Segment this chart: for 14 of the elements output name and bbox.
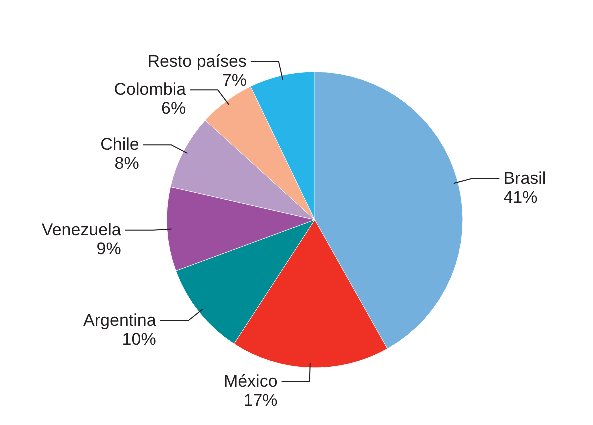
slice-label: Brasil <box>504 168 546 188</box>
data-label: 7% <box>222 71 247 90</box>
slice-label: Venezuela <box>42 220 122 240</box>
slice-label: Colombia <box>114 80 187 100</box>
slice-label: Resto países <box>148 52 247 72</box>
data-label: 6% <box>162 99 186 118</box>
slice-label: Chile <box>100 135 140 154</box>
slice-label: México <box>224 372 278 391</box>
data-label: 17% <box>244 390 278 410</box>
data-label: 10% <box>122 330 156 350</box>
data-label: 41% <box>504 188 538 207</box>
data-label: 8% <box>114 154 140 174</box>
data-label: 9% <box>96 239 122 258</box>
slice-label: Argentina <box>84 311 157 330</box>
